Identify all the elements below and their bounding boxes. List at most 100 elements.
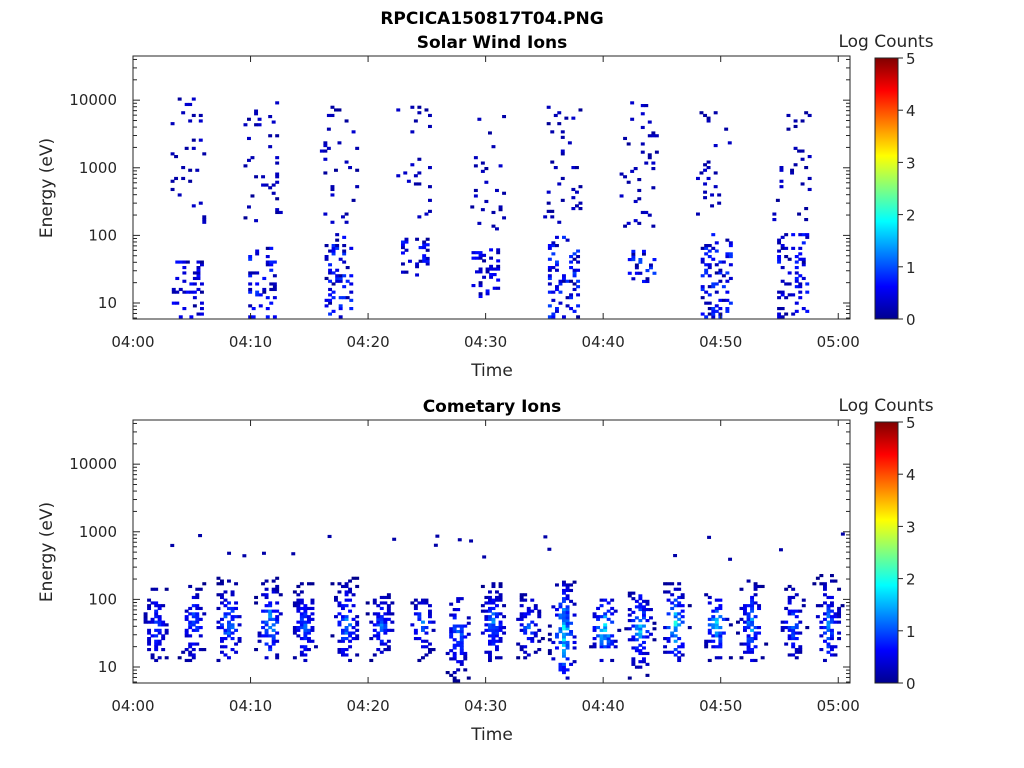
x-tick-label: 04:50 — [699, 697, 742, 715]
heatmap-cell — [801, 263, 806, 267]
heatmap-cell — [777, 249, 782, 253]
heatmap-cell — [484, 623, 489, 627]
heatmap-cell — [496, 278, 501, 282]
heatmap-cell — [386, 612, 391, 616]
heatmap-cell — [338, 276, 343, 281]
heatmap-cell — [421, 601, 425, 605]
heatmap-cell — [526, 637, 531, 641]
heatmap-cell — [592, 628, 597, 632]
heatmap-cell — [599, 658, 604, 663]
heatmap-cell — [562, 315, 566, 319]
heatmap-cell — [349, 290, 354, 294]
heatmap-cell — [379, 615, 384, 619]
heatmap-cell — [161, 637, 166, 641]
heatmap-cell — [627, 258, 632, 262]
figure-title: RPCICA150817T04.PNG — [380, 9, 603, 29]
heatmap-cell — [421, 626, 425, 630]
heatmap-cell — [449, 657, 454, 661]
heatmap-cell — [599, 604, 604, 608]
heatmap-cell — [680, 653, 685, 657]
heatmap-cell — [202, 220, 207, 224]
heatmap-cell — [182, 307, 187, 311]
heatmap-cell — [791, 587, 796, 591]
heatmap-cell — [254, 112, 259, 116]
heatmap-cell — [488, 609, 492, 613]
heatmap-cell — [337, 639, 342, 643]
heatmap-cell — [188, 168, 193, 172]
heatmap-cell — [801, 307, 806, 311]
heatmap-cell — [787, 584, 792, 589]
heatmap-cell — [220, 645, 224, 649]
heatmap-cell — [634, 646, 639, 650]
heatmap-cell — [431, 648, 436, 652]
heatmap-cell — [746, 579, 751, 583]
heatmap-cell — [707, 639, 712, 643]
heatmap-cell — [488, 656, 492, 660]
heatmap-cell — [150, 617, 155, 621]
heatmap-cell — [718, 656, 723, 660]
heatmap-cell — [707, 307, 712, 311]
heatmap-cell — [338, 279, 343, 283]
heatmap-cell — [784, 606, 789, 611]
heatmap-cell — [175, 260, 180, 264]
heatmap-cell — [495, 648, 499, 652]
heatmap-cell — [631, 619, 636, 623]
heatmap-cell — [826, 595, 831, 600]
heatmap-cell — [170, 543, 175, 548]
heatmap-cell — [376, 615, 381, 619]
heatmap-cell — [220, 637, 224, 641]
heatmap-cell — [349, 274, 354, 278]
heatmap-cell — [275, 653, 280, 657]
heatmap-cell — [651, 131, 656, 135]
heatmap-cell — [565, 594, 570, 598]
heatmap-cell — [533, 631, 538, 635]
heatmap-cell — [344, 584, 349, 589]
heatmap-cell — [718, 637, 723, 641]
heatmap-cell — [673, 639, 678, 643]
heatmap-cell — [677, 658, 682, 663]
heatmap-cell — [638, 602, 643, 606]
heatmap-cell — [714, 634, 719, 638]
heatmap-cell — [830, 620, 834, 624]
heatmap-cell — [571, 187, 576, 192]
heatmap-cell — [638, 260, 643, 264]
heatmap-cell — [372, 598, 377, 602]
heatmap-cell — [456, 660, 461, 664]
heatmap-cell — [753, 645, 758, 649]
heatmap-cell — [248, 282, 253, 286]
heatmap-cell — [268, 145, 273, 149]
heatmap-cell — [376, 631, 381, 635]
heatmap-cell — [488, 650, 492, 654]
heatmap-cell — [558, 290, 563, 294]
heatmap-cell — [164, 628, 169, 632]
heatmap-cell — [800, 119, 805, 123]
heatmap-cell — [355, 146, 360, 150]
colorbar-tick-label: 1 — [906, 623, 916, 641]
heatmap-cell — [780, 307, 785, 311]
heatmap-cell — [519, 623, 524, 627]
heatmap-cell — [793, 146, 798, 150]
heatmap-cell — [610, 620, 615, 624]
heatmap-cell — [833, 615, 838, 619]
heatmap-cell — [292, 631, 297, 635]
heatmap-cell — [784, 587, 789, 591]
heatmap-cell — [433, 543, 438, 547]
heatmap-cell — [335, 279, 340, 283]
heatmap-cell — [603, 598, 608, 602]
heatmap-cell — [798, 285, 803, 289]
heatmap-cell — [275, 210, 280, 215]
heatmap-cell — [328, 293, 333, 297]
heatmap-cell — [807, 113, 812, 118]
heatmap-cell — [576, 260, 581, 264]
heatmap-cell — [647, 153, 652, 157]
heatmap-cell — [830, 615, 834, 619]
heatmap-cell — [750, 650, 755, 654]
heatmap-cell — [495, 628, 499, 632]
heatmap-cell — [234, 582, 239, 586]
heatmap-cell — [227, 606, 231, 611]
plot-frame — [132, 55, 851, 320]
heatmap-cell — [299, 623, 304, 627]
heatmap-cell — [307, 637, 311, 641]
heatmap-cell — [344, 593, 349, 597]
heatmap-cell — [823, 612, 827, 616]
